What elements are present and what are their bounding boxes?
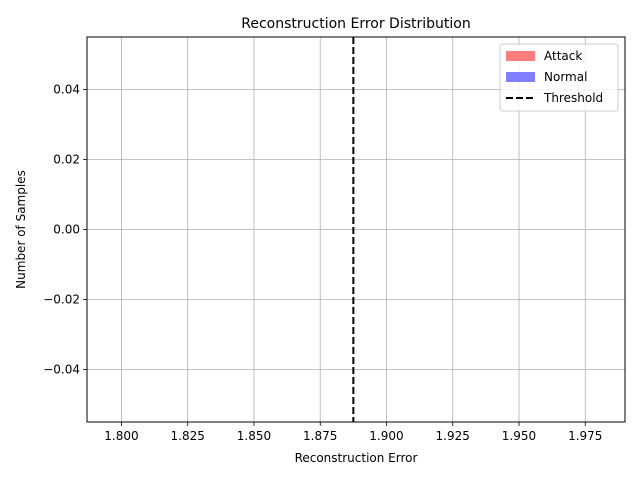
x-tick-label: 1.975 xyxy=(568,429,602,443)
y-tick-label: 0.00 xyxy=(53,223,80,237)
x-tick-label: 1.900 xyxy=(369,429,403,443)
x-tick-label: 1.850 xyxy=(237,429,271,443)
x-tick-label: 1.950 xyxy=(502,429,536,443)
y-tick-label: 0.04 xyxy=(53,83,80,97)
x-tick-label: 1.925 xyxy=(436,429,470,443)
legend: Attack Normal Threshold xyxy=(499,43,619,112)
y-tick-label: −0.04 xyxy=(43,363,80,377)
legend-label-normal: Normal xyxy=(544,70,587,84)
x-axis-ticks: 1.800 1.825 1.850 1.875 1.900 1.925 1.950 1.975 xyxy=(104,422,602,443)
legend-swatch-attack xyxy=(506,51,535,61)
x-tick-label: 1.875 xyxy=(303,429,337,443)
chart-title: Reconstruction Error Distribution xyxy=(241,16,470,32)
legend-swatch-normal xyxy=(506,72,535,82)
legend-label-threshold: Threshold xyxy=(543,91,603,105)
y-axis-ticks: −0.04 −0.02 0.00 0.02 0.04 xyxy=(43,83,87,377)
x-tick-label: 1.800 xyxy=(104,429,138,443)
y-tick-label: −0.02 xyxy=(43,293,80,307)
legend-label-attack: Attack xyxy=(544,49,582,63)
x-tick-label: 1.825 xyxy=(171,429,205,443)
y-tick-label: 0.02 xyxy=(53,153,80,167)
x-axis-label: Reconstruction Error xyxy=(295,451,418,465)
y-axis-label: Number of Samples xyxy=(14,170,28,289)
